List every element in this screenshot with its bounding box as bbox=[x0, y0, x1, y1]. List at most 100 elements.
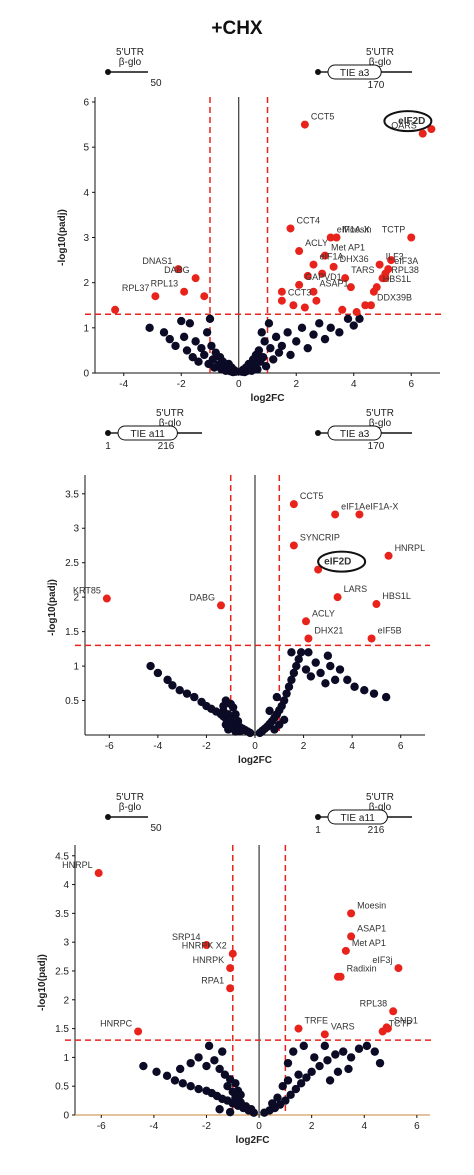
nonsignificant-point bbox=[315, 1061, 324, 1071]
y-tick-label: 2 bbox=[63, 995, 69, 1006]
significant-point bbox=[309, 260, 318, 269]
y-tick-label: 3 bbox=[63, 938, 69, 949]
nonsignificant-point bbox=[231, 367, 241, 376]
y-tick-label: 2 bbox=[73, 593, 79, 604]
construct-1-start: 1 bbox=[315, 825, 321, 836]
point-label: HBS1L bbox=[382, 591, 411, 601]
significant-point bbox=[329, 262, 338, 271]
nonsignificant-point bbox=[294, 654, 303, 664]
significant-point bbox=[111, 305, 120, 314]
significant-point bbox=[394, 964, 403, 973]
significant-point bbox=[320, 1030, 329, 1039]
point-label: KRT85 bbox=[73, 586, 101, 596]
x-tick-label: 4 bbox=[351, 379, 357, 390]
construct-0-end: 216 bbox=[158, 441, 175, 452]
x-axis-label: log2FC bbox=[251, 393, 285, 404]
nonsignificant-point bbox=[291, 1084, 301, 1094]
y-axis-label: -log10(padj) bbox=[37, 954, 48, 1011]
significant-point bbox=[321, 251, 329, 260]
significant-point bbox=[295, 280, 304, 289]
nonsignificant-point bbox=[343, 675, 352, 685]
significant-point bbox=[378, 1027, 387, 1036]
nonsignificant-point bbox=[274, 348, 284, 357]
point-label: CCT4 bbox=[297, 215, 321, 225]
construct-1-tie-label: TIE a3 bbox=[340, 68, 370, 79]
nonsignificant-point bbox=[218, 1047, 227, 1056]
point-label: eIF3A bbox=[394, 256, 418, 266]
y-tick-label: 4 bbox=[63, 880, 69, 891]
point-label: Met AP1 bbox=[352, 938, 386, 948]
y-tick-label: 3.5 bbox=[55, 909, 69, 920]
nonsignificant-point bbox=[182, 346, 192, 355]
significant-point bbox=[338, 305, 347, 314]
point-label: eIF2D bbox=[324, 557, 351, 568]
construct-0-utr-label: 5'UTR bbox=[116, 47, 144, 58]
construct-1-tie-label: TIE a11 bbox=[341, 813, 376, 824]
y-tick-label: 1 bbox=[73, 662, 79, 673]
y-tick-label: 2.5 bbox=[65, 558, 79, 569]
nonsignificant-point bbox=[185, 319, 195, 328]
nonsignificant-point bbox=[139, 1061, 148, 1071]
significant-point bbox=[200, 292, 209, 301]
nonsignificant-point bbox=[178, 1079, 188, 1088]
y-tick-label: 1.5 bbox=[65, 627, 79, 638]
point-label: HNRPK bbox=[193, 955, 225, 965]
significant-point bbox=[289, 541, 298, 550]
nonsignificant-point bbox=[266, 343, 275, 353]
point-label: eIF1A bbox=[320, 252, 344, 262]
nonsignificant-point bbox=[159, 328, 169, 337]
nonsignificant-point bbox=[320, 1041, 330, 1051]
nonsignificant-point bbox=[194, 1053, 203, 1062]
significant-point bbox=[427, 125, 436, 134]
nonsignificant-point bbox=[271, 332, 281, 342]
construct-1-reporter-label: β-glo bbox=[369, 418, 392, 429]
nonsignificant-point bbox=[311, 658, 320, 667]
nonsignificant-point bbox=[316, 668, 325, 678]
nonsignificant-point bbox=[325, 1076, 335, 1085]
point-label: QARS bbox=[391, 121, 417, 131]
nonsignificant-point bbox=[191, 337, 200, 346]
nonsignificant-point bbox=[202, 328, 212, 337]
nonsignificant-point bbox=[204, 1041, 214, 1051]
nonsignificant-point bbox=[219, 701, 228, 711]
point-label: HBS1L bbox=[383, 274, 412, 284]
nonsignificant-point bbox=[231, 1079, 240, 1088]
nonsignificant-point bbox=[297, 323, 307, 333]
y-tick-label: 0 bbox=[83, 369, 89, 380]
significant-point bbox=[151, 292, 160, 301]
nonsignificant-point bbox=[286, 1090, 295, 1100]
significant-point bbox=[286, 224, 295, 233]
point-label: RPL38 bbox=[360, 998, 388, 1008]
point-label: Met AP1 bbox=[331, 243, 365, 253]
x-tick-label: -6 bbox=[97, 1121, 106, 1132]
nonsignificant-point bbox=[292, 337, 301, 346]
nonsignificant-point bbox=[303, 343, 312, 353]
point-label: DABG bbox=[189, 592, 215, 602]
significant-point bbox=[314, 565, 323, 574]
nonsignificant-point bbox=[283, 1076, 293, 1085]
x-tick-label: 6 bbox=[408, 379, 414, 390]
point-label: RPL13 bbox=[151, 279, 179, 289]
nonsignificant-point bbox=[286, 350, 295, 360]
point-label: TCTP bbox=[389, 1018, 413, 1028]
x-tick-label: -2 bbox=[202, 741, 211, 752]
nonsignificant-point bbox=[226, 713, 235, 722]
significant-point bbox=[407, 233, 416, 242]
y-axis-label: -log10(padj) bbox=[57, 209, 68, 266]
significant-point bbox=[304, 634, 313, 643]
significant-point bbox=[102, 594, 111, 603]
y-tick-label: 3 bbox=[73, 524, 79, 535]
point-label: eIF1A bbox=[341, 501, 365, 511]
construct-0-start: 1 bbox=[105, 441, 111, 452]
significant-point bbox=[347, 909, 356, 918]
point-label: eIF1A-X bbox=[365, 501, 398, 511]
nonsignificant-point bbox=[289, 1047, 298, 1056]
nonsignificant-point bbox=[344, 1064, 353, 1074]
significant-point bbox=[226, 964, 235, 973]
nonsignificant-point bbox=[246, 1105, 256, 1114]
nonsignificant-point bbox=[355, 314, 364, 323]
construct-1-utr-label: 5'UTR bbox=[366, 792, 394, 803]
x-tick-label: -4 bbox=[149, 1121, 158, 1132]
nonsignificant-point bbox=[335, 328, 344, 337]
